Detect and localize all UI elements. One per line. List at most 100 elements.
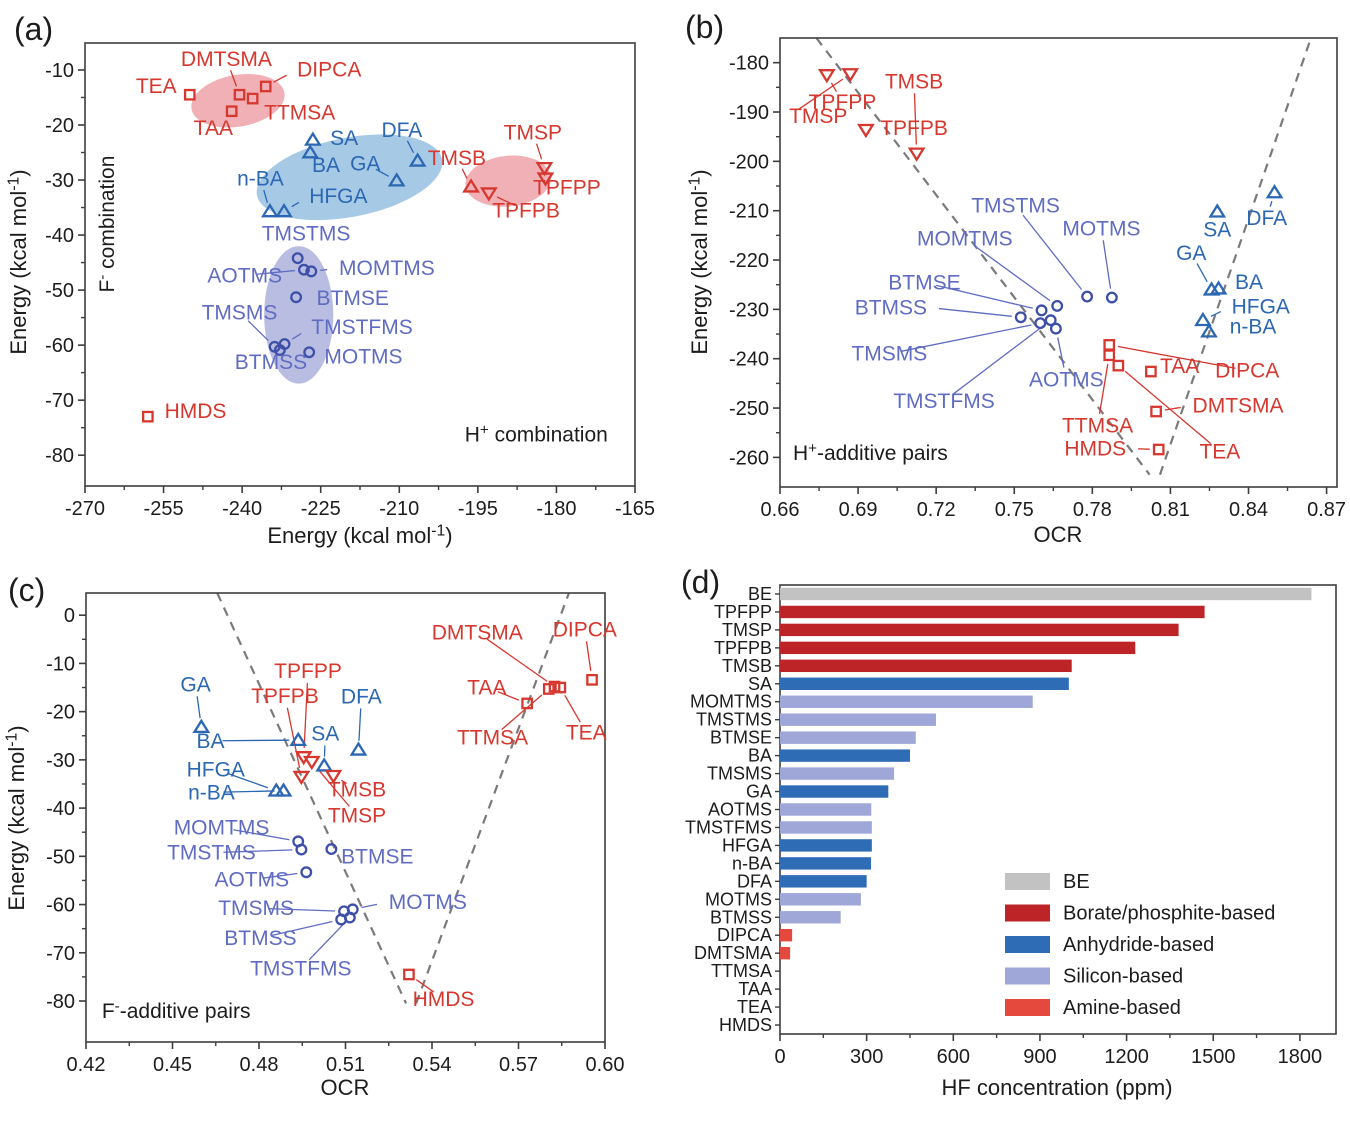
panel-letter: (c): [8, 572, 45, 608]
triangle-up-marker-icon: [315, 757, 334, 772]
trend-dashed-line: [1158, 37, 1313, 476]
y-tick-label: -70: [45, 390, 74, 412]
category-label-TMSTMS: TMSTMS: [696, 710, 772, 730]
leader-line-DIPCA: [585, 641, 592, 671]
triangle-up-marker-icon: [192, 718, 211, 734]
point-label-TMSMS: TMSMS: [202, 301, 278, 324]
point-label-TAA: TAA: [467, 676, 506, 699]
legend-label-bo: Borate/phosphite-based: [1063, 903, 1275, 925]
x-tick-label: 0.81: [1151, 499, 1190, 521]
point-MOMTMS: [305, 265, 318, 278]
point-GA: [192, 718, 211, 734]
point-MOTMS: [303, 346, 316, 359]
category-label-TAA: TAA: [738, 979, 772, 999]
y-tick-label: 0: [64, 605, 75, 627]
triangle-up-marker-icon: [387, 172, 406, 187]
point-label-TMSTFMS: TMSTFMS: [250, 957, 351, 980]
leader-line-TPFPP: [830, 82, 838, 92]
point-label-TPFPP: TPFPP: [274, 660, 342, 683]
bar-TPFPB: [780, 641, 1136, 655]
x-tick-label: 0.66: [761, 499, 800, 521]
x-tick-label: -210: [379, 498, 419, 520]
x-tick-label: 0.78: [1073, 499, 1112, 521]
leader-line-AOTMS: [263, 872, 298, 879]
panel-d-svg: BETPFPPTMSPTPFPBTMSBSAMOMTMSTMSTMSBTMSEB…: [681, 564, 1337, 1100]
point-label-HMDS: HMDS: [165, 400, 227, 423]
y-tick-label: -40: [46, 798, 75, 820]
point-label-DMTSMA: DMTSMA: [1193, 394, 1284, 417]
leader-line-MOMTMS: [320, 268, 328, 272]
leader-line-TPFPB: [496, 196, 516, 206]
leader-line-MOTMS: [361, 903, 378, 909]
leader-line-TPFPB: [286, 707, 301, 769]
point-n-BA: [261, 203, 279, 218]
y-tick-label: -20: [45, 115, 74, 137]
category-label-TMSP: TMSP: [722, 620, 772, 640]
category-label-MOTMS: MOTMS: [705, 889, 772, 909]
leader-line-AOTMS: [1057, 337, 1065, 368]
point-BTMSS: [1014, 311, 1027, 324]
point-label-n-BA: n-BA: [1230, 316, 1277, 339]
point-label-HFGA: HFGA: [309, 185, 367, 208]
point-BA: [289, 731, 308, 747]
category-label-DFA: DFA: [737, 871, 772, 891]
x-axis-title: HF concentration (ppm): [941, 1075, 1172, 1100]
triangle-up-marker-icon: [462, 178, 480, 193]
h-additive-pairs-label: H+-additive pairs: [793, 440, 948, 465]
square-marker-icon: [1145, 365, 1157, 378]
point-label-BA: BA: [312, 154, 340, 177]
point-TMSTMS: [295, 843, 308, 856]
category-label-TTMSA: TTMSA: [711, 961, 772, 981]
point-label-TPFPB: TPFPB: [880, 117, 948, 140]
trend-dashed-line: [415, 592, 570, 1004]
circle-marker-icon: [290, 291, 303, 304]
panel-c-svg: 0.42 0.45 0.48 0.51 0.54 0.57 0.60 0 -10 -20 -30 -4…: [4, 572, 625, 1100]
leader-line-GA: [1196, 263, 1208, 283]
point-label-TAA: TAA: [1160, 355, 1199, 378]
point-TAA: [1145, 365, 1157, 378]
point-BTMSE: [325, 843, 338, 856]
panel-c-scatter: 0.42 0.45 0.48 0.51 0.54 0.57 0.60 0 -10 -20 -30 -4…: [0, 563, 675, 1126]
point-label-SA: SA: [311, 723, 339, 746]
point-MOTMS: [1105, 291, 1118, 304]
triangle-up-marker-icon: [301, 144, 320, 159]
x-tick-label: 300: [850, 1046, 883, 1068]
triangle-down-marker-icon: [302, 755, 321, 771]
point-label-HMDS: HMDS: [413, 988, 475, 1011]
point-TMSTFMS: [278, 338, 291, 350]
bar-TPFPP: [780, 605, 1205, 619]
point-label-GA: GA: [1176, 242, 1206, 265]
category-label-TPFPP: TPFPP: [714, 602, 772, 622]
point-label-DFA: DFA: [341, 685, 382, 708]
triangle-up-marker-icon: [303, 131, 322, 146]
point-label-BTMSE: BTMSE: [341, 846, 413, 869]
panel-letter: (d): [681, 564, 720, 600]
legend-swatch-an: [1005, 936, 1050, 953]
point-label-DIPCA: DIPCA: [297, 59, 361, 82]
square-marker-icon: [233, 88, 246, 101]
point-HMDS: [142, 410, 154, 423]
point-n-BA: [1200, 323, 1218, 338]
point-TMSP: [841, 68, 860, 83]
triangle-up-marker-icon: [289, 731, 308, 747]
point-label-BTMSS: BTMSS: [224, 927, 296, 950]
y-tick-label: -30: [46, 750, 75, 772]
triangle-down-marker-icon: [535, 161, 554, 177]
x-tick-label: 0.48: [240, 1054, 279, 1076]
point-TMSP: [302, 755, 321, 771]
point-label-TMSMS: TMSMS: [218, 897, 294, 920]
point-label-MOTMS: MOTMS: [1062, 217, 1140, 240]
legend-swatch-be: [1005, 873, 1050, 890]
point-MOMTMS: [1051, 299, 1064, 312]
point-label-HFGA: HFGA: [187, 758, 245, 781]
triangle-down-marker-icon: [907, 147, 926, 162]
circle-marker-icon: [1105, 291, 1118, 304]
square-marker-icon: [554, 681, 567, 694]
circle-marker-icon: [325, 843, 338, 856]
panel-letter: (a): [14, 11, 53, 47]
triangle-down-marker-icon: [817, 69, 836, 84]
circle-marker-icon: [298, 263, 310, 276]
panel-b-scatter: 0.66 0.69 0.72 0.75 0.78 0.81 0.84 0.87 -180 -190…: [675, 0, 1350, 563]
y-tick-label: -70: [46, 943, 75, 965]
